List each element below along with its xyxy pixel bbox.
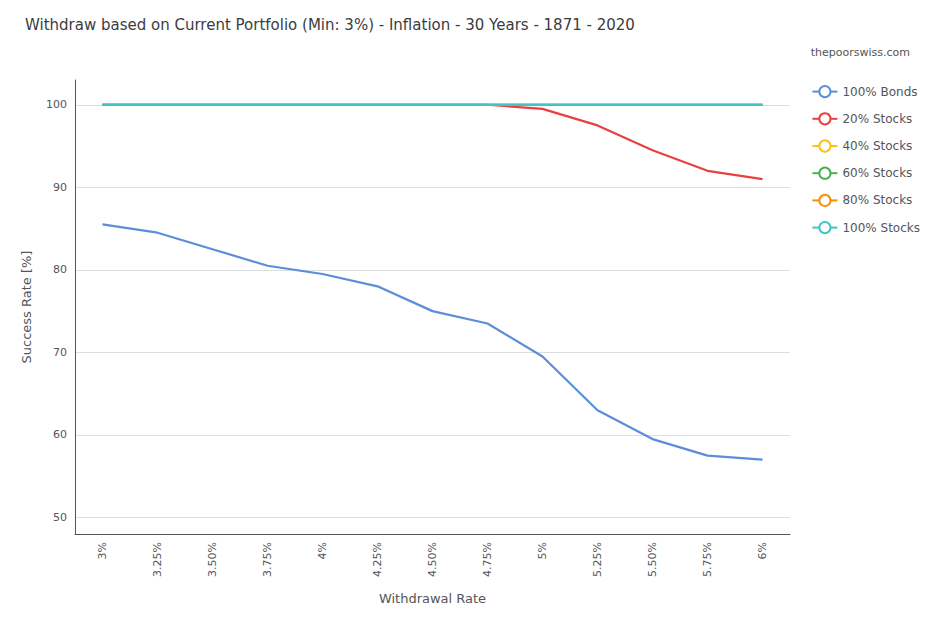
svg-text:3%: 3%	[96, 542, 109, 559]
svg-text:6%: 6%	[756, 542, 769, 559]
svg-text:80: 80	[53, 263, 67, 276]
svg-text:100: 100	[46, 98, 67, 111]
svg-text:3.50%: 3.50%	[206, 542, 219, 577]
svg-text:3.25%: 3.25%	[151, 542, 164, 577]
svg-text:80% Stocks: 80% Stocks	[842, 193, 912, 207]
svg-text:90: 90	[53, 181, 67, 194]
svg-text:4.25%: 4.25%	[371, 542, 384, 577]
svg-text:40% Stocks: 40% Stocks	[842, 139, 912, 153]
svg-text:50: 50	[53, 511, 67, 524]
svg-text:Withdrawal Rate: Withdrawal Rate	[379, 591, 486, 606]
svg-text:100% Stocks: 100% Stocks	[842, 221, 920, 235]
svg-text:100% Bonds: 100% Bonds	[842, 85, 917, 99]
svg-text:20% Stocks: 20% Stocks	[842, 112, 912, 126]
svg-text:thepoorswiss.com: thepoorswiss.com	[811, 46, 910, 59]
svg-text:60% Stocks: 60% Stocks	[842, 166, 912, 180]
svg-text:70: 70	[53, 346, 67, 359]
svg-text:5%: 5%	[536, 542, 549, 559]
svg-text:4.50%: 4.50%	[426, 542, 439, 577]
svg-text:Withdraw based on Current Port: Withdraw based on Current Portfolio (Min…	[25, 16, 635, 34]
svg-text:5.25%: 5.25%	[591, 542, 604, 577]
svg-text:4%: 4%	[316, 542, 329, 559]
svg-text:Success Rate [%]: Success Rate [%]	[19, 251, 34, 364]
svg-text:5.50%: 5.50%	[646, 542, 659, 577]
svg-text:4.75%: 4.75%	[481, 542, 494, 577]
svg-text:5.75%: 5.75%	[701, 542, 714, 577]
svg-text:60: 60	[53, 428, 67, 441]
svg-text:3.75%: 3.75%	[261, 542, 274, 577]
